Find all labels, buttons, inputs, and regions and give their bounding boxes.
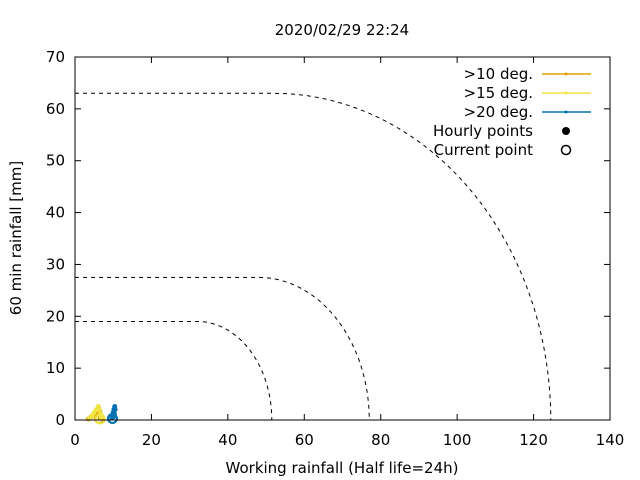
x-tick-label: 140 [596, 431, 625, 449]
hourly-point [96, 407, 102, 413]
threshold-curve [75, 276, 370, 421]
y-tick-label: 70 [46, 48, 65, 66]
legend-swatch-marker [564, 110, 568, 114]
threshold-curve [75, 92, 552, 421]
y-tick-label: 60 [46, 100, 65, 118]
y-tick-label: 0 [55, 411, 65, 429]
y-tick-label: 20 [46, 307, 65, 325]
legend-swatch-open [560, 144, 572, 156]
legend-swatch-marker [564, 91, 568, 95]
y-axis: 0 10 20 30 40 50 60 70 [46, 48, 610, 429]
y-tick-label: 30 [46, 255, 65, 273]
x-tick-label: 80 [371, 431, 390, 449]
x-tick-label: 40 [218, 431, 237, 449]
chart-title: 2020/02/29 22:24 [275, 21, 409, 39]
series-points [85, 404, 118, 425]
x-tick-label: 60 [295, 431, 314, 449]
legend-swatch-marker [564, 72, 568, 76]
x-axis: 0 20 40 60 80 100 120 140 [70, 57, 624, 449]
y-tick-label: 40 [46, 204, 65, 222]
x-tick-label: 20 [142, 431, 161, 449]
hourly-point [98, 414, 104, 420]
hourly-point [111, 414, 117, 420]
y-tick-label: 50 [46, 152, 65, 170]
current-point [106, 412, 118, 424]
legend: >10 deg.>15 deg.>20 deg.Hourly pointsCur… [433, 65, 591, 159]
threshold-curves [75, 92, 552, 421]
legend-swatch-filled [562, 127, 570, 135]
legend-label: >20 deg. [464, 103, 533, 121]
x-tick-label: 100 [443, 431, 472, 449]
legend-label: Current point [434, 141, 533, 159]
legend-label: Hourly points [433, 122, 533, 140]
current-point [94, 413, 106, 425]
y-tick-label: 10 [46, 359, 65, 377]
threshold-curve [75, 320, 273, 421]
y-axis-label: 60 min rainfall [mm] [7, 161, 25, 315]
x-axis-label: Working rainfall (Half life=24h) [226, 459, 459, 477]
plot-frame [74, 56, 611, 421]
hourly-point [112, 407, 118, 413]
x-tick-label: 0 [70, 431, 80, 449]
legend-label: >10 deg. [464, 65, 533, 83]
x-tick-label: 120 [519, 431, 548, 449]
legend-label: >15 deg. [464, 84, 533, 102]
